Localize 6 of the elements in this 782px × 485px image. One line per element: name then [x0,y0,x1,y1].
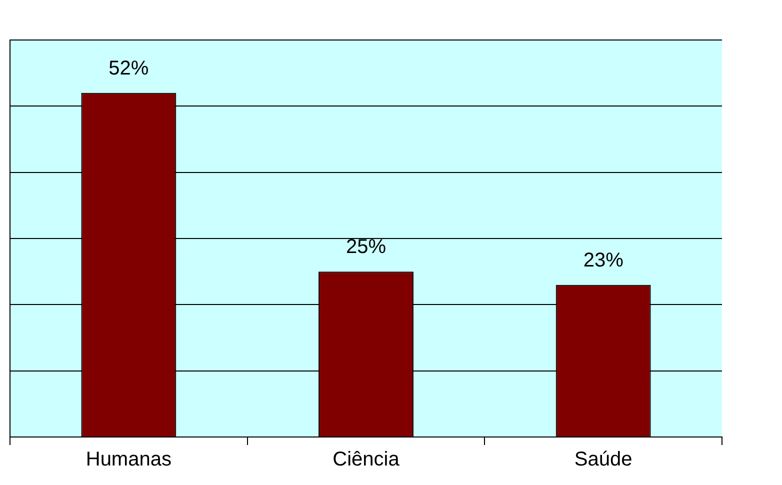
x-tick-label: Saúde [574,448,632,471]
data-label: 52% [108,57,149,80]
data-label: 23% [583,249,624,272]
x-tick-label: Humanas [86,448,172,471]
data-label: 25% [346,236,386,258]
x-tick-label: Ciência [332,448,400,471]
